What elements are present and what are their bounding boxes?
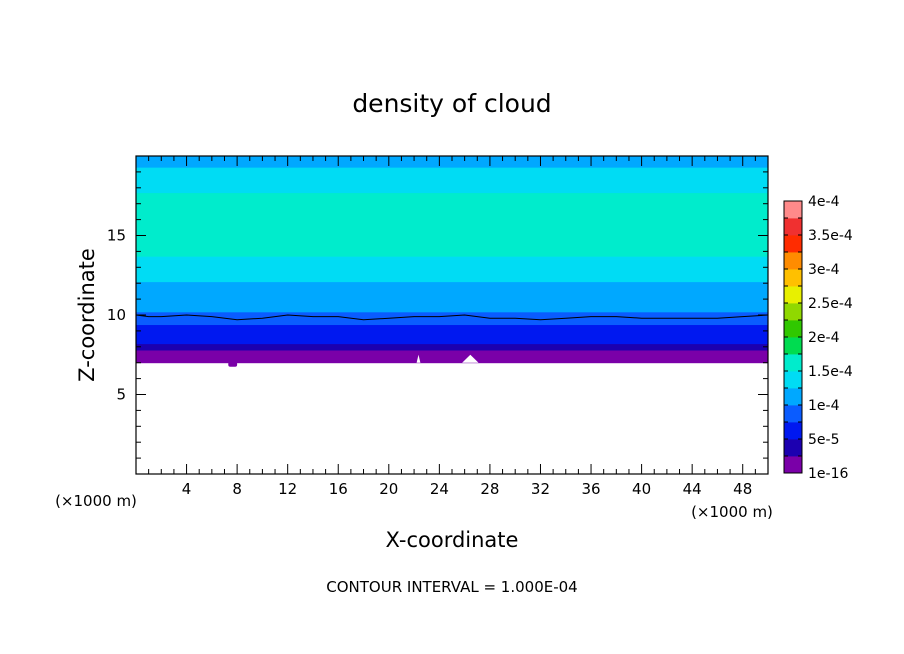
density-band	[136, 281, 768, 294]
density-band	[136, 301, 768, 313]
x-tick-label: 32	[531, 480, 550, 498]
density-band	[136, 156, 768, 168]
colorbar-label: 1e-4	[808, 398, 840, 414]
contour-line	[135, 314, 769, 321]
x-axis: 4 8 12 16 20 24 28 32 36 40 44 48	[148, 156, 756, 498]
colorbar-label: 2e-4	[808, 330, 840, 346]
colorbar-swatch	[784, 252, 802, 270]
colorbar: 1e-16 5e-5 1e-4 1.5e-4 2e-4 2.5e-4 3e-4 3.5e-4 4…	[783, 194, 853, 482]
colorbar-swatch	[784, 235, 802, 253]
cloud-base-gaps	[416, 354, 479, 363]
colorbar-swatch	[784, 286, 802, 304]
x-tick-label: 48	[733, 480, 752, 498]
density-band	[136, 179, 768, 194]
density-band	[136, 317, 768, 326]
y-axis: 5 10 15	[107, 171, 768, 459]
density-band	[136, 255, 768, 270]
cloud-base-bump	[228, 361, 238, 367]
density-band	[136, 324, 768, 332]
chart-title: density of cloud	[352, 89, 551, 118]
colorbar-label: 1.5e-4	[808, 364, 853, 380]
y-tick-label: 10	[107, 306, 126, 324]
colorbar-label: 3.5e-4	[808, 228, 853, 244]
y-tick-label: 5	[116, 386, 126, 404]
contour-interval-note: CONTOUR INTERVAL = 1.000E-04	[326, 578, 577, 596]
colorbar-swatch	[784, 388, 802, 406]
colorbar-swatch	[784, 337, 802, 355]
colorbar-swatch	[784, 405, 802, 423]
x-tick-label: 24	[430, 480, 449, 498]
colorbar-label: 2.5e-4	[808, 296, 853, 312]
density-band	[136, 349, 768, 357]
density-band	[136, 330, 768, 338]
plot-area	[136, 156, 768, 367]
colorbar-swatch	[784, 201, 802, 219]
density-band	[136, 336, 768, 345]
x-tick-label: 20	[379, 480, 398, 498]
density-band	[136, 166, 768, 181]
colorbar-swatch	[784, 303, 802, 321]
x-tick-label: 28	[480, 480, 499, 498]
x-tick-label: 16	[329, 480, 348, 498]
density-band	[136, 311, 768, 319]
colorbar-label: 5e-5	[808, 432, 839, 448]
x-tick-label: 12	[278, 480, 297, 498]
x-tick-label: 44	[683, 480, 702, 498]
y-axis-unit: (×1000 m)	[55, 492, 137, 510]
density-band	[136, 268, 768, 283]
colorbar-swatch	[784, 269, 802, 287]
colorbar-swatch	[784, 354, 802, 372]
cloud-base-gap	[462, 354, 479, 363]
colorbar-swatch	[784, 456, 802, 474]
colorbar-label: 3e-4	[808, 262, 840, 278]
colorbar-swatch	[784, 422, 802, 440]
x-tick-label: 36	[581, 480, 600, 498]
colorbar-swatch	[784, 439, 802, 457]
x-axis-unit: (×1000 m)	[691, 503, 773, 521]
density-band	[136, 204, 768, 257]
colorbar-swatch	[784, 218, 802, 236]
x-tick-label: 40	[632, 480, 651, 498]
density-band	[136, 192, 768, 206]
x-tick-label: 4	[182, 480, 192, 498]
y-axis-label: Z-coordinate	[75, 248, 99, 382]
density-band	[136, 292, 768, 303]
colorbar-swatch	[784, 320, 802, 338]
y-tick-label: 15	[107, 227, 126, 245]
x-axis-label: X-coordinate	[386, 528, 519, 552]
colorbar-swatch	[784, 371, 802, 389]
cloud-base-gap	[416, 354, 421, 363]
density-band	[136, 343, 768, 351]
x-tick-label: 8	[232, 480, 242, 498]
density-band	[136, 355, 768, 364]
colorbar-label: 4e-4	[808, 194, 840, 210]
colorbar-label: 1e-16	[808, 466, 848, 482]
